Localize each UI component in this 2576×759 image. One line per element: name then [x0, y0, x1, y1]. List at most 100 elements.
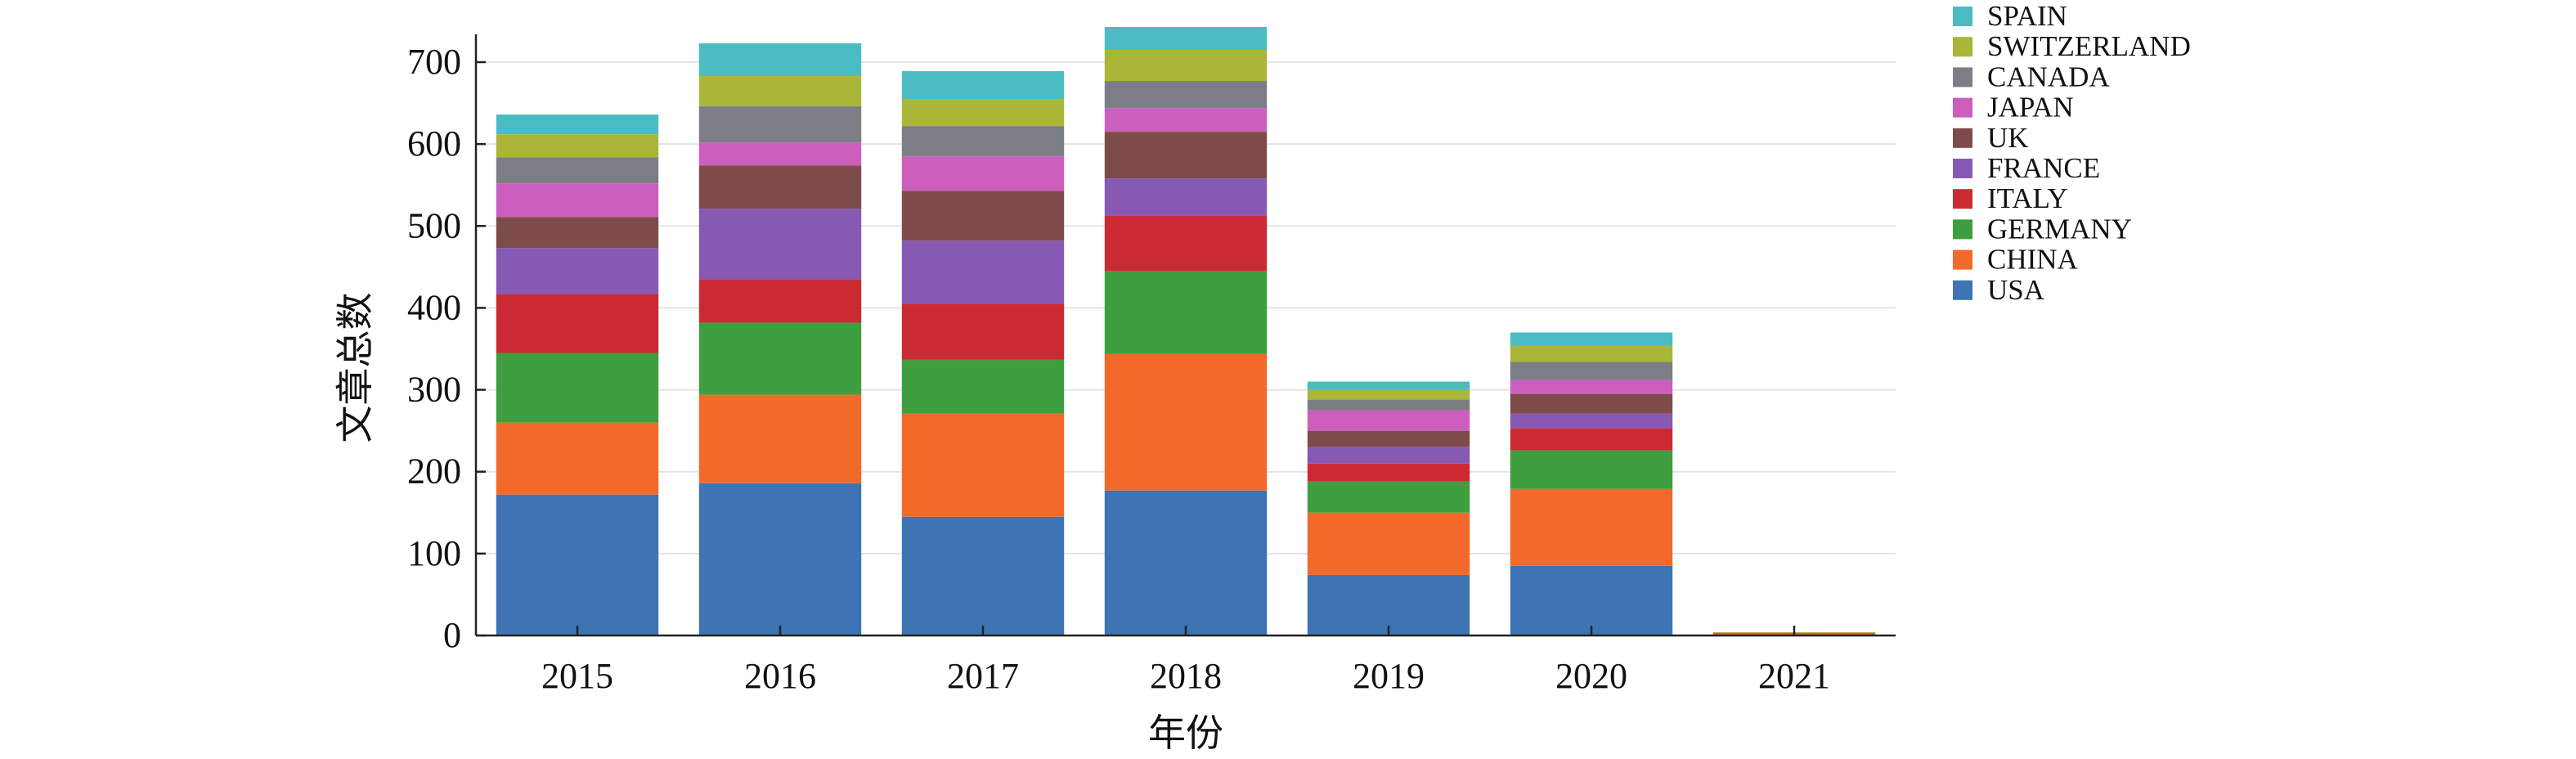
x-tick-label: 2017 [947, 656, 1019, 696]
bar-segment-switzerland-2020 [1510, 345, 1673, 362]
bar-segment-italy-2015 [496, 294, 659, 353]
bar-segment-usa-2018 [1104, 490, 1268, 635]
bar-segment-italy-2018 [1104, 215, 1268, 272]
legend-label-spain: SPAIN [1987, 0, 2067, 32]
bar-segment-japan-2019 [1307, 410, 1470, 431]
legend-label-china: CHINA [1987, 244, 2079, 276]
legend-swatch-usa [1953, 280, 1972, 300]
bar-segment-canada-2015 [496, 157, 659, 184]
y-tick-label: 100 [407, 533, 461, 573]
bar-segment-germany-2016 [698, 322, 862, 395]
legend-swatch-italy [1953, 189, 1972, 209]
bar-segment-switzerland-2017 [901, 99, 1065, 127]
x-tick-labels: 2015 2016 2017 2018 2019 2020 2021 [541, 626, 1830, 696]
bar-segment-usa-2015 [496, 494, 659, 635]
bar-segment-france-2018 [1104, 178, 1268, 216]
bar-segment-japan-2020 [1510, 380, 1673, 394]
bar-segment-uk-2020 [1510, 393, 1673, 414]
x-tick-label: 2019 [1353, 656, 1425, 696]
legend-swatch-spain [1953, 7, 1972, 26]
bar-segment-spain-2020 [1510, 332, 1673, 346]
bar-segment-france-2017 [901, 240, 1065, 304]
y-tick-label: 500 [407, 205, 461, 245]
legend-label-uk: UK [1987, 122, 2029, 154]
bar-segment-italy-2019 [1307, 463, 1470, 482]
bar-segment-switzerland-2019 [1307, 389, 1470, 400]
bar-segment-italy-2017 [901, 303, 1065, 360]
bar-segment-switzerland-2015 [496, 134, 659, 158]
y-tick-label: 300 [407, 370, 461, 410]
x-tick-label: 2015 [541, 656, 613, 696]
legend: SPAINSWITZERLANDCANADAJAPANUKFRANCEITALY… [1953, 0, 2191, 306]
bar-segment-canada-2020 [1510, 362, 1673, 380]
bar-segment-china-2018 [1104, 353, 1268, 491]
legend-swatch-canada [1953, 67, 1972, 88]
bar-segment-japan-2018 [1104, 108, 1268, 132]
bar-segment-usa-2020 [1510, 565, 1673, 635]
x-tick-label: 2018 [1150, 656, 1222, 696]
y-tick-labels: 0 100 200 300 400 500 600 700 [407, 42, 486, 655]
bar-segment-usa-2017 [901, 516, 1065, 635]
legend-label-germany: GERMANY [1987, 213, 2132, 245]
bar-segment-japan-2016 [698, 142, 862, 166]
bar-segment-germany-2017 [901, 359, 1065, 414]
bar-segment-uk-2015 [496, 217, 659, 249]
bar-segment-china-2015 [496, 422, 659, 495]
bar-segment-germany-2020 [1510, 450, 1673, 489]
y-axis-title: 文章总数 [333, 293, 377, 443]
bar-segment-germany-2018 [1104, 271, 1268, 354]
legend-swatch-uk [1953, 128, 1972, 148]
bar-segment-italy-2016 [698, 279, 862, 323]
legend-label-switzerland: SWITZERLAND [1987, 30, 2191, 62]
bar-segment-germany-2019 [1307, 481, 1470, 513]
x-axis-title: 年份 [1148, 711, 1223, 755]
legend-swatch-germany [1953, 219, 1972, 240]
bar-segment-china-2019 [1307, 512, 1470, 575]
legend-label-france: FRANCE [1987, 152, 2100, 184]
bar-segment-france-2015 [496, 248, 659, 294]
bar-segment-japan-2017 [901, 156, 1065, 191]
bar-segment-japan-2015 [496, 183, 659, 218]
bar-segment-spain-2017 [901, 71, 1065, 100]
x-tick-label: 2020 [1555, 656, 1627, 696]
legend-label-usa: USA [1987, 274, 2045, 306]
bar-segment-uk-2018 [1104, 132, 1268, 179]
legend-swatch-japan [1953, 97, 1972, 118]
bar-segment-italy-2020 [1510, 428, 1673, 451]
bar-segment-spain-2015 [496, 115, 659, 135]
bar-segment-canada-2019 [1307, 399, 1470, 411]
bar-segment-usa-2019 [1307, 574, 1470, 635]
legend-label-canada: CANADA [1987, 61, 2110, 92]
y-tick-label: 200 [407, 451, 461, 492]
bar-segment-france-2016 [698, 209, 862, 280]
bar-segment-canada-2018 [1104, 81, 1268, 109]
bar-segment-usa-2016 [698, 483, 862, 635]
bar-segment-france-2019 [1307, 447, 1470, 464]
bar-segment-uk-2017 [901, 191, 1065, 241]
y-tick-label: 600 [407, 124, 461, 164]
x-tick-label: 2021 [1758, 656, 1830, 696]
bar-segment-china-2016 [698, 394, 862, 483]
bar-segment-china-2020 [1510, 488, 1673, 566]
y-tick-label: 0 [443, 615, 461, 655]
bar-segment-spain-2016 [698, 43, 862, 77]
legend-swatch-china [1953, 249, 1972, 270]
bars [496, 26, 1876, 635]
y-tick-label: 700 [407, 42, 461, 82]
bar-segment-canada-2016 [698, 106, 862, 143]
legend-label-italy: ITALY [1987, 182, 2068, 214]
legend-label-japan: JAPAN [1987, 92, 2074, 124]
bar-segment-canada-2017 [901, 126, 1065, 157]
y-tick-label: 400 [407, 287, 461, 327]
bar-segment-spain-2019 [1307, 381, 1470, 390]
bar-segment-switzerland-2018 [1104, 49, 1268, 82]
legend-swatch-switzerland [1953, 37, 1972, 57]
bar-segment-switzerland-2016 [698, 76, 862, 107]
bar-segment-spain-2018 [1104, 26, 1268, 50]
bar-segment-france-2020 [1510, 413, 1673, 429]
bar-segment-uk-2016 [698, 165, 862, 209]
bar-segment-germany-2015 [496, 353, 659, 423]
x-tick-label: 2016 [744, 656, 816, 696]
legend-swatch-france [1953, 159, 1972, 178]
